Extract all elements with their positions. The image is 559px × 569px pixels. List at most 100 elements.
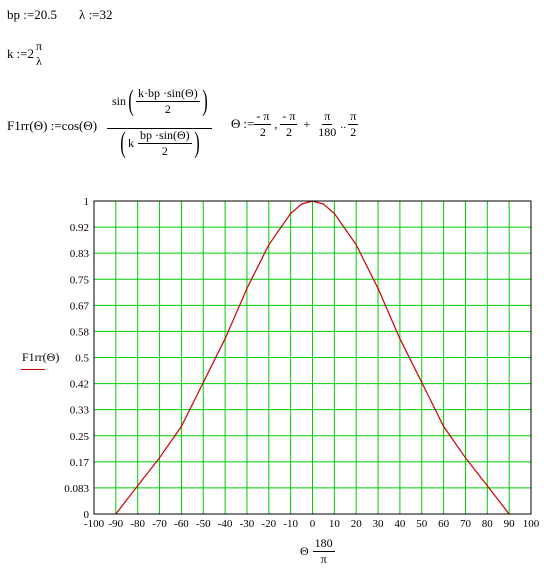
range-step-den: 2 [285,124,292,139]
y-tick-label: 0.5 [75,353,89,365]
x-tick-label: 30 [373,518,385,530]
range-definition[interactable]: Θ := - π 2 , - π 2 + π 180 .. π 2 [231,109,359,139]
x-axis-label-num: 180 [312,536,335,552]
bp-assign: := [23,7,35,22]
x-tick-label: -100 [84,518,105,530]
y-tick-label: 0.83 [70,248,90,260]
series-point [421,381,423,384]
den-fraction-num: bp ·sin [140,127,173,142]
y-tick-label: 0.25 [70,431,90,443]
x-tick-label: 0 [310,518,316,530]
series-point [158,457,161,459]
inner-num-den: 2 [164,101,171,116]
x-axis-label: Θ 180 π [300,537,335,565]
range-dots: .. [340,116,347,131]
x-tick-label: -70 [152,518,167,530]
series-point [355,244,357,246]
range-end-den: 2 [350,124,357,139]
lambda-assign: := [88,7,100,22]
y-tick-label: 0.42 [70,379,89,391]
grid-lines [93,200,532,515]
range-inc-num: π [322,109,333,125]
x-tick-label: -40 [218,518,233,530]
k-fraction-den: λ [36,53,42,68]
den-paren-left: ( [120,126,126,159]
series-point [300,203,303,205]
y-tick-label: 0.58 [70,326,90,338]
y-tick-label: 0.67 [70,300,90,312]
x-tick-label: -50 [196,518,211,530]
den-paren-right: ) [193,126,200,159]
series-point [246,288,248,290]
series-point [464,457,467,459]
x-tick-label: 20 [351,518,363,530]
function-arg: Θ [33,118,44,133]
series-point [268,244,270,246]
series-point [333,212,335,215]
k-assign: := [16,45,28,61]
paren-left: ( [128,84,134,117]
range-inc-frac: π 180 [316,110,338,138]
function-assign: := [50,118,62,133]
range-start-den: 2 [259,124,266,139]
den-k: k [128,135,134,150]
k-fraction: π λ [34,40,44,67]
range-step-frac: - π 2 [280,109,298,139]
x-tick-label: 70 [460,518,472,530]
x-tick-label: 90 [504,518,516,530]
bp-definition[interactable]: bp :=20.5 [7,7,57,23]
cos-label: cos [61,118,80,133]
range-var: Θ [231,116,241,132]
k-coef: 2 [27,45,34,61]
sin-label: sin [112,93,127,108]
range-start-frac: - π 2 [254,109,272,139]
den-fraction: bp ·sin(Θ) 2 [138,127,192,158]
x-tick-label: 10 [329,518,341,530]
inner-num-fraction: k·bp ·sin(Θ) 2 [136,85,200,116]
bp-value: 20.5 [34,7,57,22]
y-axis-label-text: F1rr(Θ) [22,350,60,364]
x-tick-label: 80 [482,518,494,530]
range-end-frac: π 2 [348,110,359,139]
tick-labels: -100 -90 -80 -70 -60 -50 -40 -30 -20 -10 0 10 20 30 40… [64,196,540,530]
y-tick-label: 0 [84,509,90,521]
y-tick-label: 0.92 [70,222,89,234]
x-tick-label: 60 [438,518,450,530]
y-axis-label: F1rr(Θ) [22,350,59,365]
big-fraction-bar [107,128,212,129]
y-tick-label: 1 [84,196,90,208]
k-definition[interactable]: k := 2 π λ [7,40,44,67]
function-name[interactable]: F1rr(Θ) :=cos(Θ) [7,118,98,133]
range-start-num: - π [254,109,272,125]
y-tick-label: 0.33 [70,405,90,417]
den-fraction-arg: Θ [177,127,186,142]
cos-arg: Θ [83,118,93,133]
range-step-num: - π [280,109,298,125]
y-tick-label: 0.75 [70,274,90,286]
series-point [202,381,204,384]
den-fraction-den: 2 [161,143,168,158]
x-tick-label: 50 [416,518,428,530]
series-point [290,212,292,215]
x-tick-label: 100 [523,518,540,530]
y-axis-legend-line [21,369,45,370]
series-point [399,338,401,340]
function-name-label: F1rr [7,118,30,133]
lambda-definition[interactable]: λ :=32 [79,7,113,23]
series-point [180,425,182,427]
series-point [486,485,488,487]
range-plus: + [303,116,311,131]
k-label: k [7,45,14,61]
x-tick-label: -10 [283,518,298,530]
x-tick-label: -80 [130,518,145,530]
series-point [377,288,379,290]
y-tick-label: 0.17 [70,457,90,469]
inner-num-arg: Θ [185,85,194,100]
series-point [224,338,226,340]
plot-frame [93,200,532,515]
x-tick-label: -60 [174,518,189,530]
x-tick-label: -90 [109,518,124,530]
x-axis-label-var: Θ [300,543,309,558]
